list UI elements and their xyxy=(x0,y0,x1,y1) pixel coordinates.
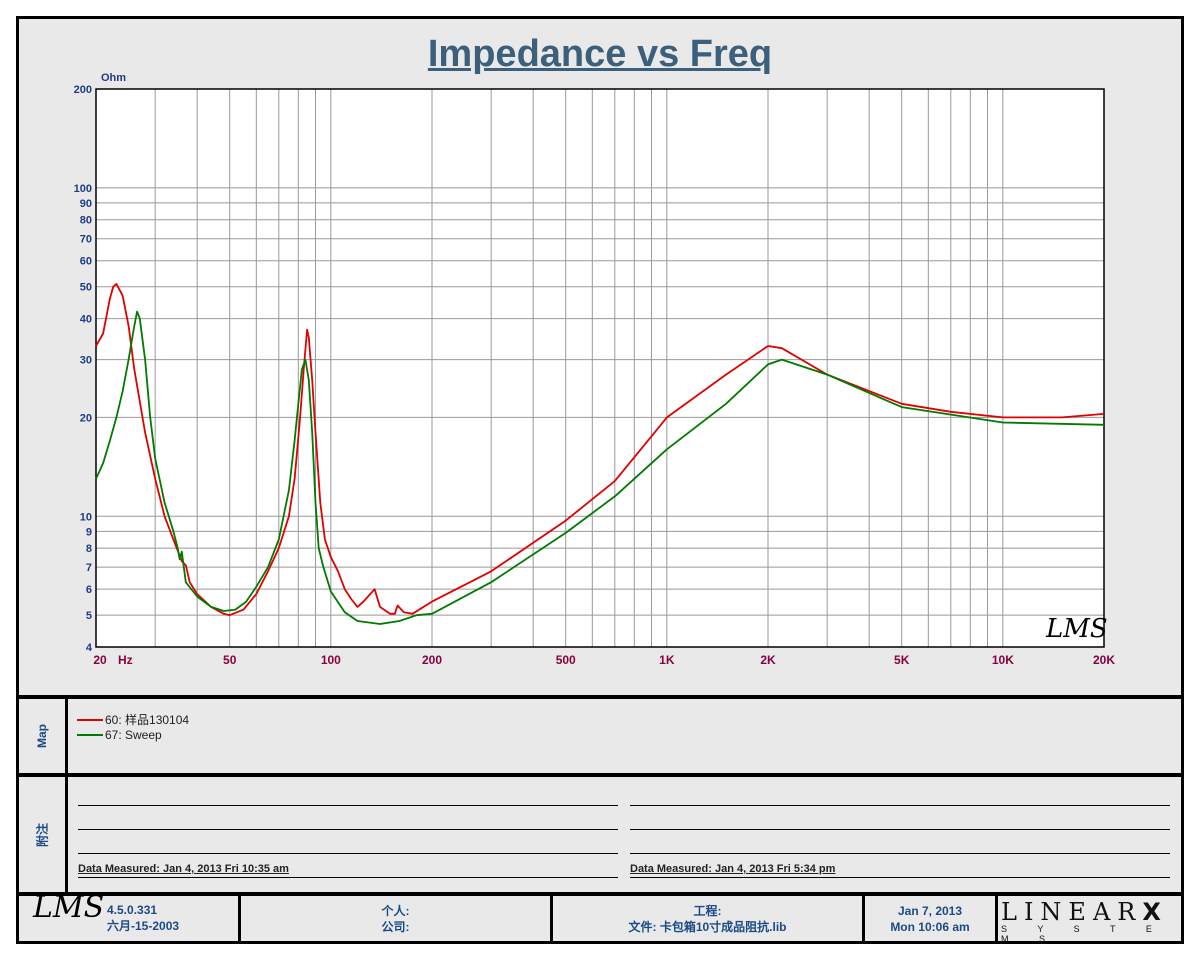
note-line xyxy=(630,829,1170,830)
notes-section: 附注 Data Measured: Jan 4, 2013 Fri 10:35 … xyxy=(19,777,1181,892)
y-tick-label: 20 xyxy=(80,412,92,424)
map-label: Map xyxy=(19,699,68,773)
x-tick-label: 5K xyxy=(894,653,910,667)
brand-x: X xyxy=(1142,898,1168,926)
divider xyxy=(19,773,1181,777)
x-tick-label: 500 xyxy=(556,653,576,667)
personal-label: 个人: xyxy=(381,903,410,918)
x-tick-label: 50 xyxy=(223,653,237,667)
x-tick-label: 20 xyxy=(93,653,107,667)
note-line xyxy=(630,853,1170,854)
report-date: Jan 7, 2013 xyxy=(897,903,963,918)
y-tick-label: 200 xyxy=(74,84,92,96)
legend-swatch-green xyxy=(77,734,103,736)
y-tick-label: 7 xyxy=(86,562,92,574)
project-cell: 工程: 文件: 卡包箱10寸成品阻抗.lib xyxy=(553,896,865,941)
legend-label: 67: Sweep xyxy=(105,728,162,742)
version-cell: LMS 4.5.0.331 六月-15-2003 xyxy=(19,890,241,941)
note-line xyxy=(78,805,618,806)
plot-border xyxy=(95,88,1105,648)
left-measured-date: Data Measured: Jan 4, 2013 Fri 10:35 am xyxy=(78,863,289,875)
chart-panel: Impedance vs Freq 4 5 6 7 8 9 10 20 30 40 50 60 70 80… xyxy=(19,19,1181,695)
y-tick-label: 6 xyxy=(86,584,92,596)
y-axis-label: Ohm xyxy=(101,72,126,84)
version-info: 4.5.0.331 六月-15-2003 xyxy=(107,902,179,934)
y-tick-label: 10 xyxy=(80,511,92,523)
y-tick-label: 70 xyxy=(80,234,92,246)
divider xyxy=(19,695,1181,699)
footer: LMS 4.5.0.331 六月-15-2003 个人: 公司: 工程: 文件: 卡包… xyxy=(19,890,1181,945)
personal-cell: 个人: 公司: xyxy=(241,896,553,941)
x-tick-label: 100 xyxy=(321,653,341,667)
y-tick-label: 40 xyxy=(80,314,92,326)
version-date: 六月-15-2003 xyxy=(107,919,180,933)
version: 4.5.0.331 xyxy=(107,903,158,917)
chart-title: Impedance vs Freq xyxy=(427,33,773,75)
linearx-logo: LINEARX S Y S T E M S xyxy=(1001,898,1177,944)
y-tick-label: 8 xyxy=(86,543,92,555)
x-axis-label: Hz xyxy=(118,653,133,667)
x-tick-label: 200 xyxy=(422,653,442,667)
x-tick-label: 20K xyxy=(1093,653,1115,667)
y-tick-label: 5 xyxy=(86,610,92,622)
project-label: 工程: xyxy=(693,903,722,918)
report-time: Mon 10:06 am xyxy=(890,919,970,934)
series-line-0 xyxy=(95,283,1105,617)
legend-item: 60: 样品130104 xyxy=(77,711,189,728)
note-line xyxy=(78,877,618,878)
legend-swatch-red xyxy=(77,718,103,721)
x-tick-label: 1K xyxy=(659,653,675,667)
note-line xyxy=(630,877,1170,878)
x-tick-label: 2K xyxy=(760,653,776,667)
date-cell: Jan 7, 2013 Mon 10:06 am xyxy=(865,896,998,941)
notes-label: 附注 xyxy=(19,777,68,892)
legend-item: 67: Sweep xyxy=(77,728,162,742)
note-line xyxy=(630,805,1170,806)
lms-logo: LMS xyxy=(33,890,105,925)
divider xyxy=(19,892,1181,896)
legend-label: 60: 样品130104 xyxy=(105,713,190,727)
company-label: 公司: xyxy=(381,919,410,934)
file-name: 文件: 卡包箱10寸成品阻抗.lib xyxy=(628,919,787,934)
y-tick-label: 50 xyxy=(80,282,92,294)
notes-label-text: 附注 xyxy=(35,822,50,847)
report-frame: Impedance vs Freq 4 5 6 7 8 9 10 20 30 40 50 60 70 80… xyxy=(16,16,1184,944)
y-tick-label: 60 xyxy=(80,256,92,268)
y-tick-label: 90 xyxy=(80,198,92,210)
plot-area xyxy=(96,89,1104,647)
y-tick-label: 9 xyxy=(86,526,92,538)
lms-watermark: LMS xyxy=(1045,614,1108,644)
y-tick-label: 100 xyxy=(74,183,92,195)
map-label-text: Map xyxy=(35,724,49,748)
note-line xyxy=(78,829,618,830)
y-tick-label: 4 xyxy=(86,642,93,654)
y-tick-label: 30 xyxy=(80,355,92,367)
series-line-1 xyxy=(95,310,1105,625)
note-line xyxy=(78,853,618,854)
map-section: Map 60: 样品130104 67: Sweep xyxy=(19,699,1181,773)
right-measured-date: Data Measured: Jan 4, 2013 Fri 5:34 pm xyxy=(630,863,836,875)
impedance-chart: 4 5 6 7 8 9 10 20 30 40 50 60 70 80 90 100 200 20 50 100 200… xyxy=(74,72,1116,667)
brand-sub: S Y S T E M S xyxy=(1001,924,1166,944)
brand-text: LINEAR xyxy=(1001,898,1143,926)
y-tick-label: 80 xyxy=(80,215,92,227)
x-tick-label: 10K xyxy=(992,653,1014,667)
